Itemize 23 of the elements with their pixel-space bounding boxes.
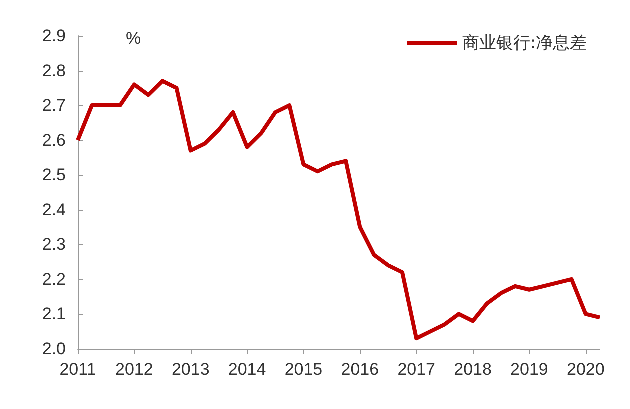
x-tick-label: 2014 bbox=[228, 360, 266, 379]
x-tick-label: 2020 bbox=[566, 360, 605, 379]
legend-label: 商业银行:净息差 bbox=[462, 34, 588, 54]
y-tick-label: 2.6 bbox=[42, 130, 66, 150]
y-tick-label: 2.4 bbox=[42, 200, 66, 220]
y-tick-label: 2.9 bbox=[42, 26, 66, 46]
x-tick-label: 2018 bbox=[454, 360, 492, 379]
x-tick-label: 2013 bbox=[172, 360, 210, 379]
y-tick-label: 2.7 bbox=[42, 96, 66, 116]
y-tick-label: 2.2 bbox=[42, 270, 66, 289]
y-tick-label: 2.8 bbox=[42, 61, 66, 80]
y-tick-label: 2.1 bbox=[42, 304, 66, 324]
y-tick-label: 2.3 bbox=[42, 235, 66, 254]
y-tick-label: 2.5 bbox=[42, 166, 66, 185]
y-tick-label: 2.0 bbox=[42, 340, 66, 358]
line-series bbox=[76, 79, 602, 341]
x-tick-label: 2015 bbox=[284, 360, 323, 379]
x-tick-label: 2016 bbox=[341, 360, 380, 379]
y-axis-title: % bbox=[126, 29, 142, 48]
x-tick-label: 2019 bbox=[510, 360, 548, 379]
x-tick-label: 2012 bbox=[116, 360, 154, 379]
x-tick-label: 2011 bbox=[60, 360, 96, 379]
x-tick-label: 2017 bbox=[398, 360, 436, 379]
